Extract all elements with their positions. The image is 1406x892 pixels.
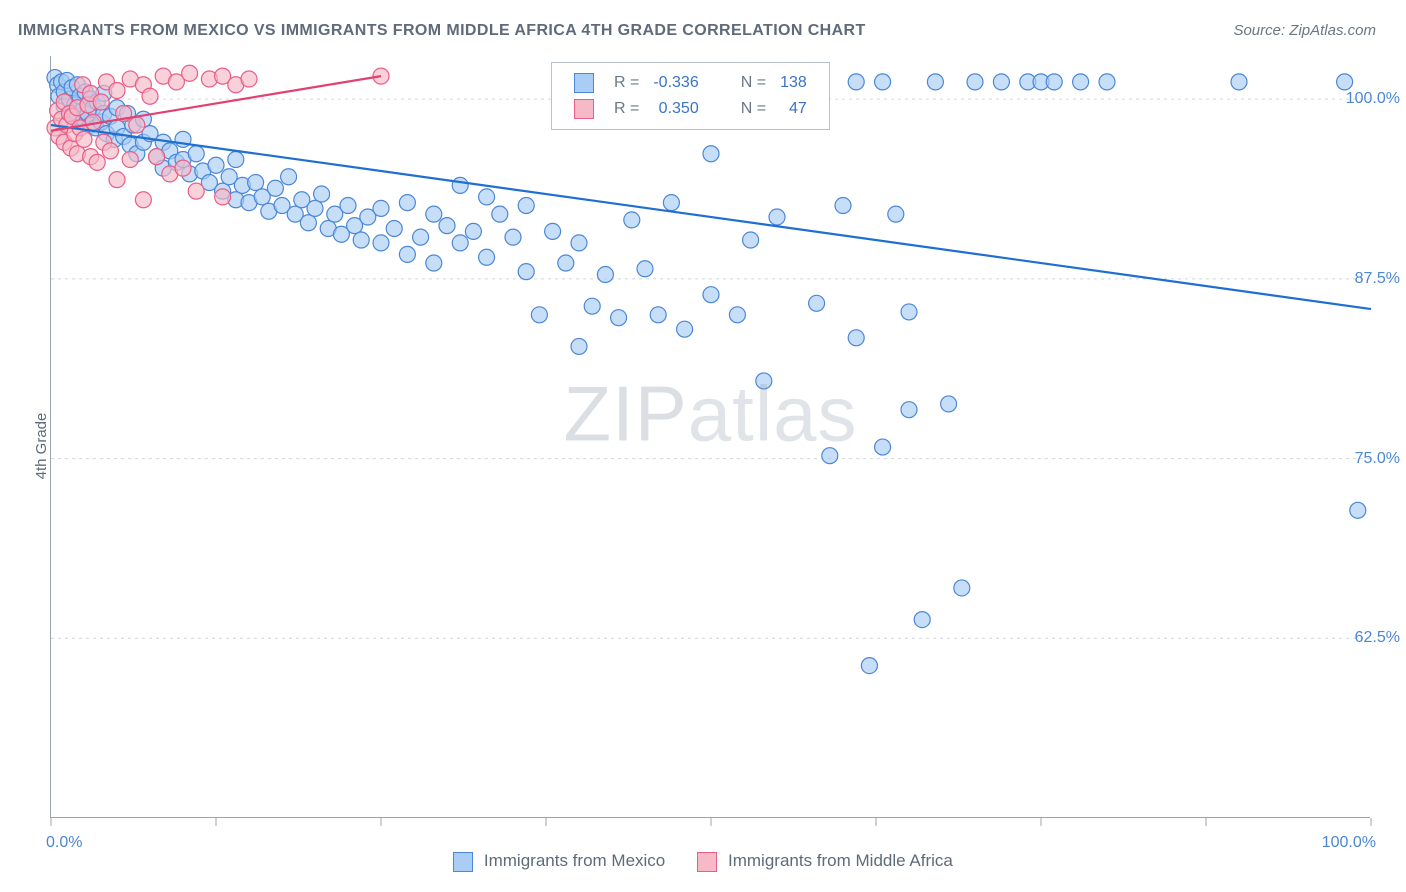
stat-r-value: -0.336 <box>647 71 704 95</box>
y-axis-label: 4th Grade <box>33 413 50 480</box>
stat-r-label: R = <box>608 71 645 95</box>
legend-label: Immigrants from Middle Africa <box>728 851 953 870</box>
legend-swatch <box>697 852 717 872</box>
legend-bottom: Immigrants from Mexico Immigrants from M… <box>0 851 1406 872</box>
plot-svg <box>51 56 1371 818</box>
stats-table: R =-0.336 N =138 R =0.350 N =47 <box>566 69 815 123</box>
legend-item: Immigrants from Middle Africa <box>697 851 953 872</box>
x-axis-min-label: 0.0% <box>46 834 82 852</box>
stat-n-value: 47 <box>774 97 813 121</box>
stat-n-label: N = <box>735 71 772 95</box>
chart-container: IMMIGRANTS FROM MEXICO VS IMMIGRANTS FRO… <box>0 0 1406 892</box>
stats-row: R =-0.336 N =138 <box>568 71 813 95</box>
plot-area: ZIPatlas R =-0.336N =138R =0.350N =47 <box>50 56 1370 818</box>
stat-r-value: 0.350 <box>647 97 704 121</box>
stats-row: R =0.350 N =47 <box>568 97 813 121</box>
chart-title: IMMIGRANTS FROM MEXICO VS IMMIGRANTS FRO… <box>18 22 866 40</box>
legend-label: Immigrants from Mexico <box>484 851 665 870</box>
stat-n-label: N = <box>735 97 772 121</box>
stats-legend-box: R =-0.336 N =138 R =0.350 N =47 <box>551 62 830 130</box>
legend-swatch <box>453 852 473 872</box>
y-tick-label: 100.0% <box>1346 90 1400 108</box>
legend-swatch <box>574 73 594 93</box>
x-axis-max-label: 100.0% <box>1322 834 1376 852</box>
legend-item: Immigrants from Mexico <box>453 851 665 872</box>
y-tick-label: 62.5% <box>1355 629 1400 647</box>
legend-swatch <box>574 99 594 119</box>
stat-n-value: 138 <box>774 71 813 95</box>
stat-r-label: R = <box>608 97 645 121</box>
source-attribution: Source: ZipAtlas.com <box>1233 22 1376 39</box>
y-tick-label: 87.5% <box>1355 270 1400 288</box>
y-tick-label: 75.0% <box>1355 450 1400 468</box>
